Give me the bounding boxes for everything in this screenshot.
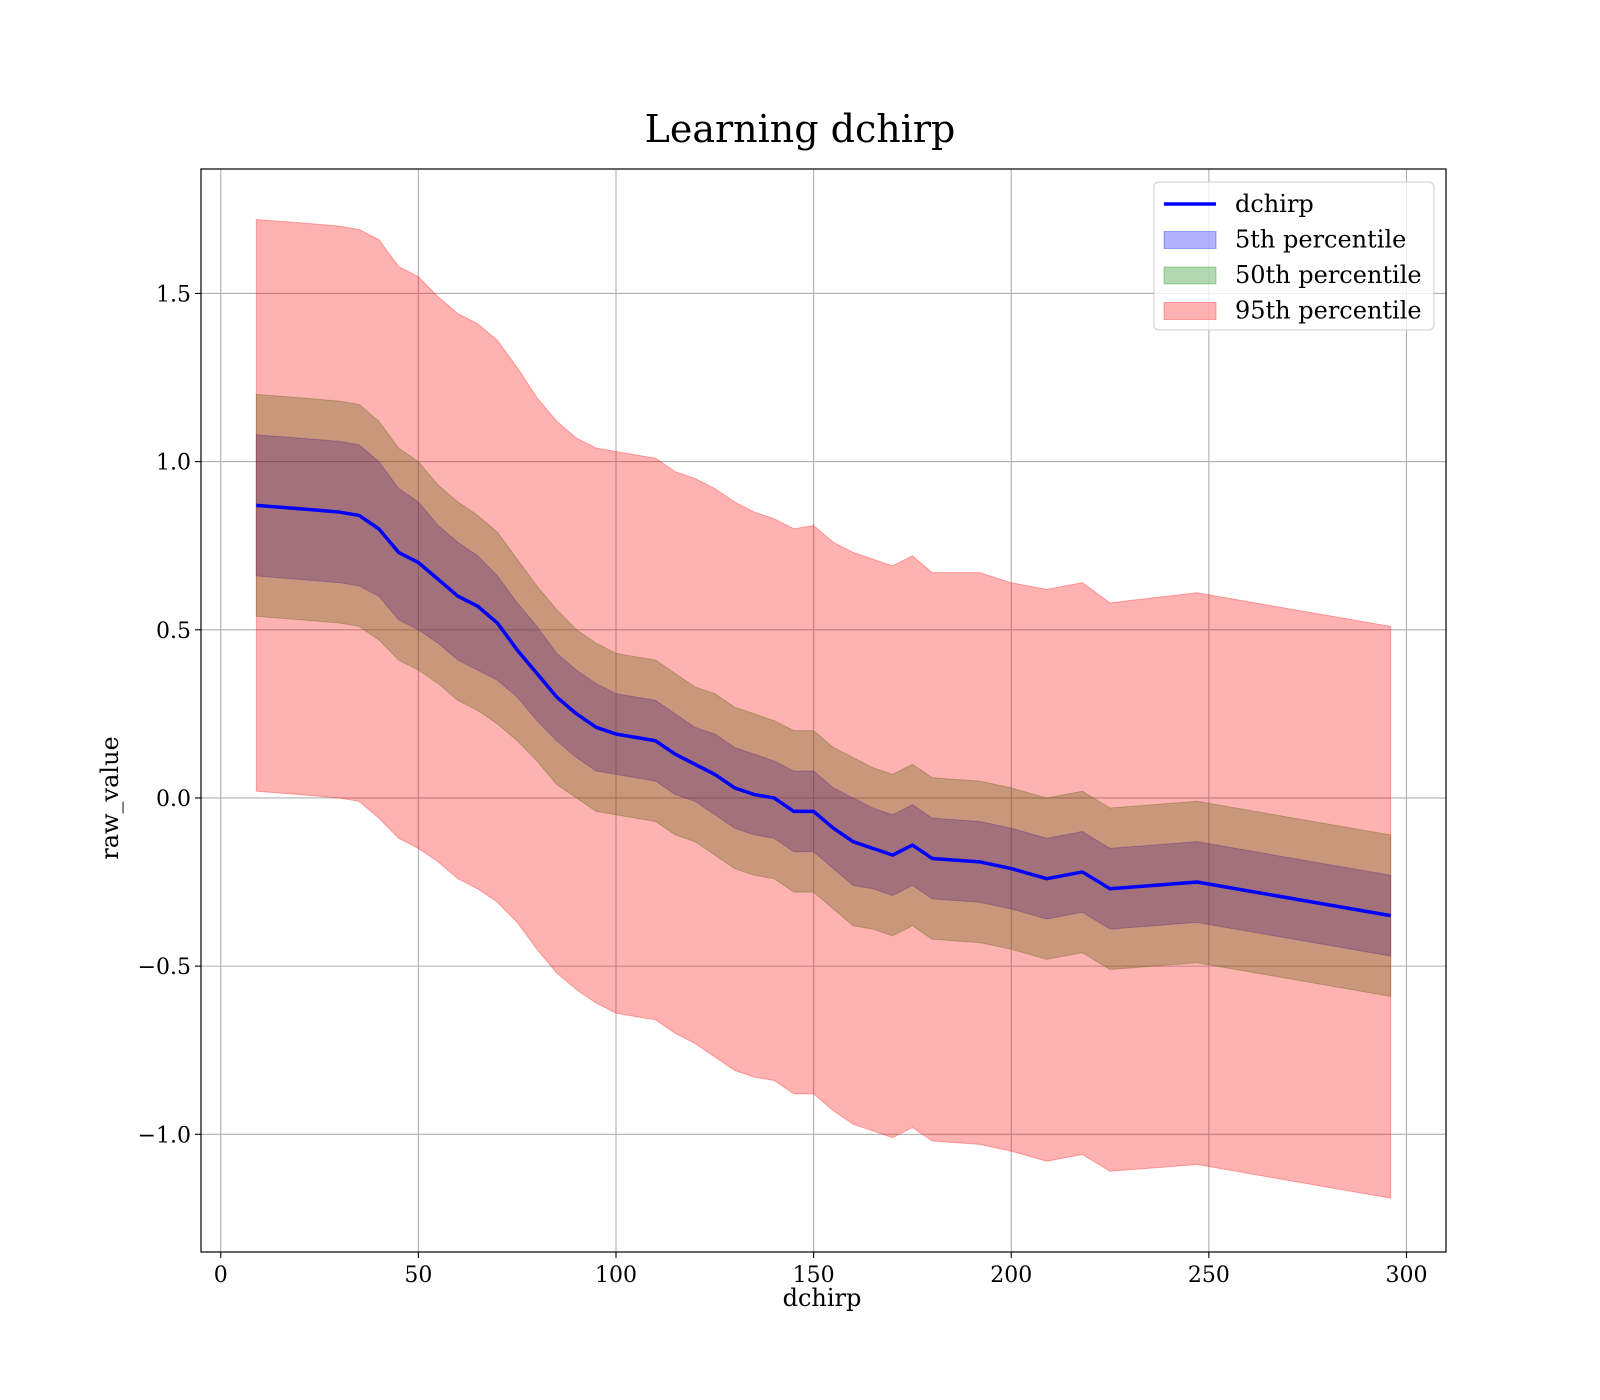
y-axis: −1.0 −0.5 0.0 0.5 1.0 1.5 [138,282,201,1148]
x-axis: 0 50 100 150 200 250 300 [214,1252,1427,1288]
legend-label: 5th percentile [1235,226,1406,254]
band-95th-percentile [255,218,1392,1199]
bands [255,218,1392,1199]
series-line-dchirp [256,503,1391,918]
x-tick-label: 0 [214,1263,228,1288]
y-tick-label: 0.5 [156,619,191,644]
x-tick-label: 200 [990,1263,1032,1288]
plot-frame [200,168,1447,1253]
band-50th-percentile [255,393,1392,997]
plot-area [200,168,1447,1253]
lines [256,503,1391,918]
y-tick-label: 0.0 [156,787,191,812]
y-tick-label: −1.0 [138,1123,191,1148]
legend-swatch [1163,302,1217,320]
x-tick-label: 250 [1188,1263,1230,1288]
legend-label: 50th percentile [1235,261,1422,289]
x-axis-title: dchirp [783,1284,862,1312]
legend-swatch [1163,231,1217,249]
legend-swatch [1163,266,1217,285]
legend-label: dchirp [1235,190,1314,218]
band-5th-percentile [255,434,1392,957]
y-tick-label: 1.0 [156,451,191,476]
x-tick-label: 50 [404,1263,432,1288]
grid [201,169,1446,1252]
legend-label: 95th percentile [1235,297,1422,325]
x-tick-label: 150 [793,1263,835,1288]
y-tick-label: 1.5 [156,282,191,307]
x-tick-label: 100 [595,1263,637,1288]
x-tick-label: 300 [1385,1263,1427,1288]
legend-box [1153,181,1435,331]
y-tick-label: −0.5 [138,955,191,980]
y-axis-title: raw_value [96,736,124,860]
legend: dchirp 5th percentile 50th percentile 95th … [1153,181,1435,331]
chart-title: Learning dchirp [645,107,956,151]
plot-background [201,169,1446,1252]
